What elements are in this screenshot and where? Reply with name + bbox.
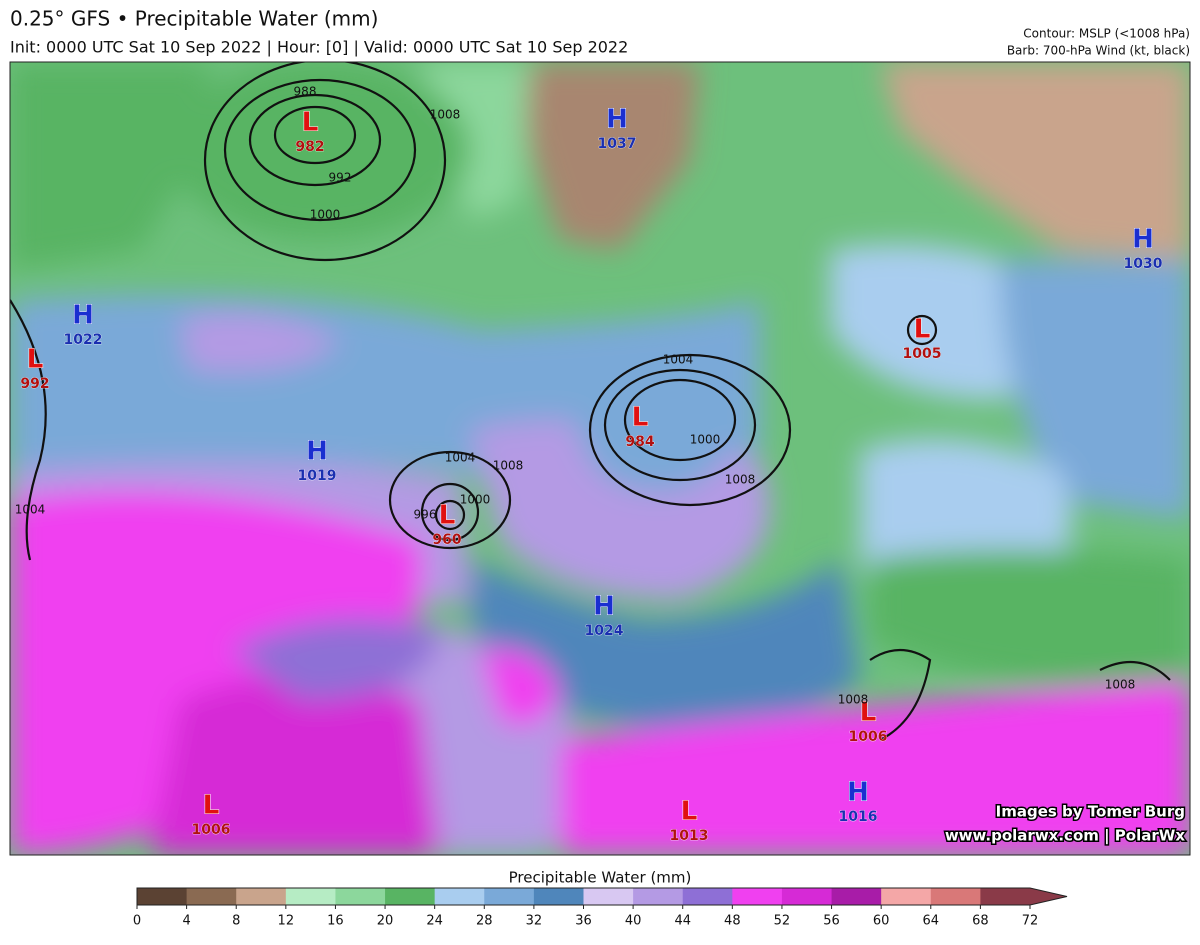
colorbar-segment (285, 888, 336, 905)
colorbar-tick-label: 40 (625, 914, 642, 929)
map-frame (9, 61, 1191, 856)
center-symbol: H (606, 105, 628, 135)
contour-label: 992 (329, 171, 352, 185)
contour-label: 1008 (725, 473, 756, 487)
colorbar-segment (633, 888, 684, 905)
colorbar-tick-label: 8 (232, 914, 240, 929)
center-symbol: H (72, 301, 94, 331)
center-value: 960 (432, 532, 461, 548)
colorbar-tick-label: 68 (972, 914, 989, 929)
contour-label: 1008 (430, 108, 461, 122)
colorbar-segment (831, 888, 882, 905)
colorbar-tick-label: 56 (823, 914, 840, 929)
center-value: 1022 (64, 332, 103, 348)
center-symbol: H (847, 778, 869, 808)
center-symbol: L (203, 791, 220, 821)
colorbar-segment (137, 888, 188, 905)
contour-label: 1008 (493, 459, 524, 473)
contour-label: 1004 (15, 503, 46, 517)
contour-label: 996 (414, 508, 437, 522)
center-symbol: L (439, 501, 456, 531)
map-title: 0.25° GFS • Precipitable Water (mm) (10, 7, 378, 31)
center-symbol: H (306, 437, 328, 467)
center-symbol: L (681, 797, 698, 827)
colorbar-segment (186, 888, 237, 905)
center-symbol: L (860, 698, 877, 728)
barb-note: Barb: 700-hPa Wind (kt, black) (1007, 44, 1190, 58)
colorbar-tick-label: 60 (873, 914, 890, 929)
colorbar-segment (335, 888, 386, 905)
colorbar-tick-label: 52 (774, 914, 791, 929)
contour-label: 1008 (838, 693, 869, 707)
colorbar-segment (980, 888, 1031, 905)
colorbar-segment (732, 888, 783, 905)
contour-label: 988 (294, 85, 317, 99)
colorbar-tick-label: 48 (724, 914, 741, 929)
colorbar-arrow (1030, 888, 1067, 905)
colorbar-tick-label: 4 (182, 914, 190, 929)
colorbar-segment (533, 888, 584, 905)
colorbar-segment (434, 888, 485, 905)
center-symbol: H (1132, 225, 1154, 255)
map-subtitle: Init: 0000 UTC Sat 10 Sep 2022 | Hour: [… (10, 38, 628, 57)
colorbar-tick-label: 72 (1022, 914, 1039, 929)
isobars (10, 62, 1171, 741)
colorbar-segment (682, 888, 733, 905)
colorbar-segment (385, 888, 436, 905)
colorbar: 0 4 8 12 16 20 24 28 32 36 40 44 48 52 56 60 64 68 72 (133, 887, 1068, 929)
center-value: 1019 (298, 468, 337, 484)
contour-label: 1004 (663, 353, 694, 367)
center-value: 1005 (903, 346, 942, 362)
center-value: 982 (295, 139, 324, 155)
credit: www.polarwx.com | PolarWx (945, 827, 1186, 846)
colorbar-tick-label: 16 (327, 914, 344, 929)
center-symbol: L (302, 108, 319, 138)
center-symbol: L (27, 345, 44, 375)
center-value: 1030 (1124, 256, 1163, 272)
colorbar-segment (583, 888, 634, 905)
contour-label: 1000 (690, 433, 721, 447)
center-value: 1013 (670, 828, 709, 844)
colorbar-tick-label: 20 (377, 914, 394, 929)
colorbar-segment (881, 888, 932, 905)
center-value: 984 (625, 434, 654, 450)
colorbar-tick-label: 32 (526, 914, 543, 929)
colorbar-segment (781, 888, 833, 905)
center-value: 992 (20, 376, 49, 392)
center-value: 1037 (598, 136, 637, 152)
center-symbol: H (593, 592, 615, 622)
contour-note: Contour: MSLP (<1008 hPa) (1023, 27, 1190, 41)
center-value: 1016 (839, 809, 878, 825)
colorbar-tick-label: 64 (923, 914, 940, 929)
map (10, 62, 1190, 855)
colorbar-segment (930, 888, 981, 905)
colorbar-tick-label: 0 (133, 914, 141, 929)
pressure-centers: L982H1037H1030H1022L992L1005L984H1019L96… (20, 104, 1163, 844)
colorbar-segment (484, 888, 535, 905)
colorbar-tick-label: 12 (278, 914, 295, 929)
colorbar-outline (136, 887, 1068, 906)
credit: Images by Tomer Burg (996, 803, 1185, 821)
center-value: 1006 (192, 822, 231, 838)
center-value: 1006 (849, 729, 888, 745)
contour-label: 1000 (460, 493, 491, 507)
colorbar-tick-label: 24 (426, 914, 443, 929)
colorbar-title: Precipitable Water (mm) (509, 869, 692, 887)
contour-label: 1008 (1105, 678, 1136, 692)
center-symbol: L (632, 403, 649, 433)
colorbar-tick-label: 44 (674, 914, 691, 929)
contour-label: 1000 (310, 208, 341, 222)
center-value: 1024 (585, 623, 624, 639)
colorbar-tick-label: 28 (476, 914, 493, 929)
colorbar-tick-label: 36 (575, 914, 592, 929)
colorbar-segment (236, 888, 287, 905)
contour-label: 1004 (445, 451, 476, 465)
center-symbol: L (914, 315, 931, 345)
